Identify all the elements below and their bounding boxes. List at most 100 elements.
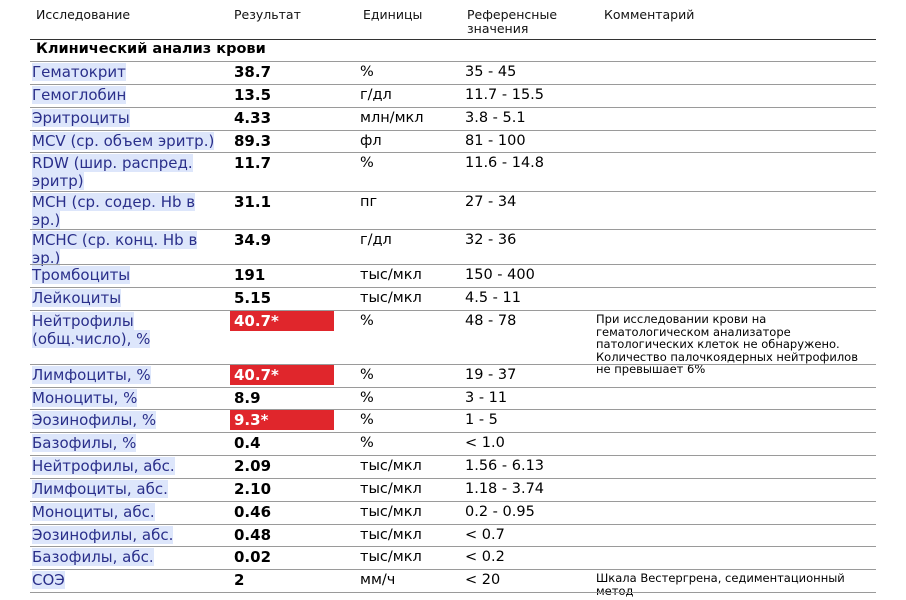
reference-range: < 1.0: [465, 435, 505, 451]
unit: пг: [360, 194, 378, 210]
reference-range: 11.7 - 15.5: [465, 87, 545, 103]
reference-range: 81 - 100: [465, 133, 526, 149]
header-reference: Референсные значения: [467, 7, 558, 36]
row-divider: [30, 432, 876, 433]
row-divider: [30, 569, 876, 570]
unit: %: [360, 435, 374, 451]
result-value: 11.7: [234, 154, 272, 172]
unit: г/дл: [360, 87, 392, 103]
row-divider: [30, 387, 876, 388]
result-value: 2.10: [234, 480, 272, 498]
comment: При исследовании крови на гематологическ…: [596, 312, 858, 376]
test-name: Эозинофилы, %: [32, 411, 157, 429]
result-value: 0.48: [234, 526, 272, 544]
reference-range: 19 - 37: [465, 367, 517, 383]
row-divider: [30, 229, 876, 230]
row-divider: [30, 287, 876, 288]
result-value: 191: [234, 266, 266, 284]
row-divider: [30, 130, 876, 131]
test-name: RDW (шир. распред. эритр): [32, 154, 193, 190]
header-result: Результат: [234, 7, 301, 22]
row-divider: [30, 592, 876, 593]
test-name: Нейтрофилы (общ.число), %: [32, 312, 151, 348]
result-value: 0.4: [234, 434, 261, 452]
row-divider: [30, 364, 876, 365]
row-divider: [30, 501, 876, 502]
unit: тыс/мкл: [360, 481, 422, 497]
reference-range: 150 - 400: [465, 267, 535, 283]
reference-range: < 20: [465, 572, 501, 588]
header-comment: Комментарий: [604, 7, 695, 22]
row-divider: [30, 84, 876, 85]
result-value: 2.09: [234, 457, 272, 475]
reference-range: 32 - 36: [465, 232, 517, 248]
reference-range: 27 - 34: [465, 194, 517, 210]
unit: млн/мкл: [360, 110, 424, 126]
reference-range: 1.18 - 3.74: [465, 481, 545, 497]
unit: %: [360, 64, 374, 80]
row-divider: [30, 310, 876, 311]
result-value: 0.02: [234, 548, 272, 566]
unit: %: [360, 313, 374, 329]
row-divider: [30, 455, 876, 456]
row-divider: [30, 152, 876, 153]
row-divider: [30, 61, 876, 62]
result-value-flagged: 40.7*: [230, 365, 334, 385]
test-name: СОЭ: [32, 571, 65, 589]
header-divider: [30, 39, 876, 40]
unit: фл: [360, 133, 382, 149]
row-divider: [30, 191, 876, 192]
unit: %: [360, 367, 374, 383]
result-value: 34.9: [234, 231, 272, 249]
row-divider: [30, 264, 876, 265]
unit: %: [360, 412, 374, 428]
result-value: 5.15: [234, 289, 272, 307]
reference-range: < 0.2: [465, 549, 505, 565]
reference-range: 0.2 - 0.95: [465, 504, 535, 520]
reference-range: 3 - 11: [465, 390, 508, 406]
row-divider: [30, 409, 876, 410]
row-divider: [30, 524, 876, 525]
test-name: Гематокрит: [32, 63, 126, 81]
result-value: 89.3: [234, 132, 272, 150]
test-name: Тромбоциты: [32, 266, 131, 284]
unit: мм/ч: [360, 572, 396, 588]
reference-range: 48 - 78: [465, 313, 517, 329]
unit: тыс/мкл: [360, 504, 422, 520]
test-name: Эритроциты: [32, 109, 130, 127]
test-name: MCHC (ср. конц. Hb в эр.): [32, 231, 198, 267]
result-value: 0.46: [234, 503, 272, 521]
test-name: Гемоглобин: [32, 86, 127, 104]
result-value: 2: [234, 571, 245, 589]
test-name: Эозинофилы, абс.: [32, 526, 174, 544]
row-divider: [30, 546, 876, 547]
reference-range: 1 - 5: [465, 412, 498, 428]
unit: г/дл: [360, 232, 392, 248]
reference-range: 11.6 - 14.8: [465, 155, 545, 171]
test-name: Базофилы, %: [32, 434, 137, 452]
reference-range: 35 - 45: [465, 64, 517, 80]
test-name: MCH (ср. содер. Hb в эр.): [32, 193, 196, 229]
unit: %: [360, 390, 374, 406]
reference-range: 3.8 - 5.1: [465, 110, 526, 126]
test-name: Базофилы, абс.: [32, 548, 154, 566]
row-divider: [30, 107, 876, 108]
reference-range: < 0.7: [465, 527, 505, 543]
test-name: Нейтрофилы, абс.: [32, 457, 175, 475]
result-value: 4.33: [234, 109, 272, 127]
result-value: 31.1: [234, 193, 272, 211]
unit: тыс/мкл: [360, 549, 422, 565]
header-units: Единицы: [363, 7, 423, 22]
result-value: 13.5: [234, 86, 272, 104]
header-study: Исследование: [36, 7, 131, 22]
test-name: Лимфоциты, абс.: [32, 480, 168, 498]
result-value: 8.9: [234, 389, 261, 407]
result-value: 38.7: [234, 63, 272, 81]
reference-range: 4.5 - 11: [465, 290, 521, 306]
unit: тыс/мкл: [360, 290, 422, 306]
test-name: Моноциты, абс.: [32, 503, 155, 521]
comment: Шкала Вестергрена, седиментационный мето…: [596, 571, 845, 598]
test-name: Лимфоциты, %: [32, 366, 151, 384]
reference-range: 1.56 - 6.13: [465, 458, 545, 474]
unit: тыс/мкл: [360, 458, 422, 474]
